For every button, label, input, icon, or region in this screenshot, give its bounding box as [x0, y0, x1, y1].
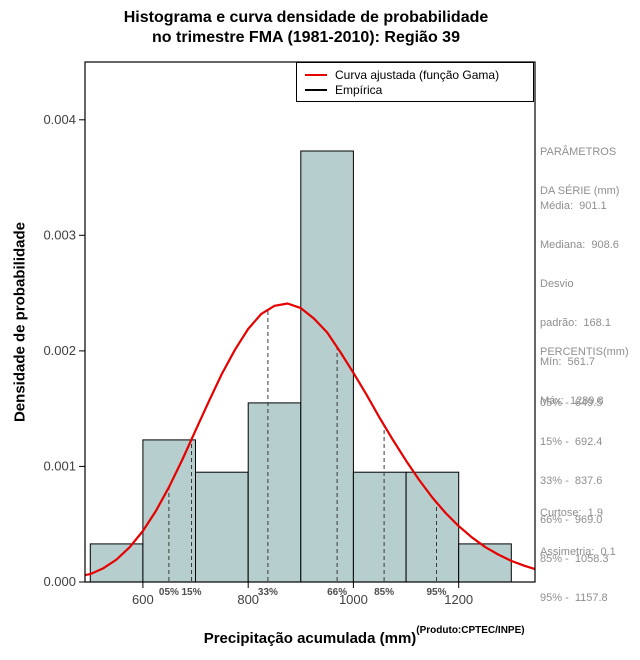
y-axis-label: Densidade de probabilidade — [11, 221, 29, 423]
percentile-label: 15% — [181, 587, 201, 598]
empirical-line-sample — [305, 88, 327, 91]
gamma-curve-line-sample — [305, 73, 327, 76]
y-tick-label: 0.004 — [43, 112, 76, 127]
params-title: PARÂMETROS DA SÉRIE (mm) — [540, 120, 638, 224]
percentis-list: 05% - 649.5 15% - 692.4 33% - 837.6 66% … — [540, 371, 638, 631]
params-title-line: PARÂMETROS — [540, 146, 617, 158]
stat-line-max: Máx: 1289.8 — [540, 395, 604, 407]
shape-stats: Curtose: 1.9 Assimetria: 0.1 — [540, 481, 638, 585]
y-tick-label: 0.002 — [43, 343, 76, 358]
legend-item-gamma: Curva ajustada (função Gama) — [305, 67, 531, 82]
x-axis-label: Precipitação acumulada (mm) (Produto:CPTE… — [85, 625, 535, 647]
gamma-curve — [84, 302, 536, 577]
percentil-line-05: 05% - 649.5 — [540, 397, 603, 409]
histogram-bar — [89, 543, 144, 583]
percentile-label: 85% — [374, 587, 394, 598]
percentis-title: PERCENTIS(mm) — [540, 346, 629, 358]
histogram-bar — [458, 543, 512, 583]
x-axis-label-text: Precipitação acumulada (mm) (Produto:CPTE… — [203, 625, 525, 647]
percentil-line-95: 95% - 1157.8 — [540, 592, 608, 604]
percentile-label: 66% — [327, 587, 347, 598]
y-tick-label: 0.001 — [43, 458, 76, 473]
percentile-label: 33% — [258, 587, 278, 598]
params-title-line: DA SÉRIE (mm) — [540, 185, 620, 197]
y-tick-label: 0.000 — [43, 574, 76, 589]
legend-label-gamma: Curva ajustada (função Gama) — [335, 67, 500, 82]
x-tick-label: 600 — [132, 592, 154, 607]
chart-title-line1: Histograma e curva densidade de probabil… — [123, 9, 489, 26]
x-tick-label: 1200 — [444, 592, 473, 607]
histogram-bar — [247, 402, 302, 583]
percentil-line-85: 85% - 1058.3 — [540, 553, 609, 565]
histogram-bar — [195, 471, 249, 583]
stat-line-curtose: Curtose: 1.9 — [540, 507, 603, 519]
percentil-line-15: 15% - 692.4 — [540, 436, 603, 448]
stat-line-media: Média: 901.1 — [540, 200, 607, 212]
percentile-label: 05% — [159, 587, 179, 598]
x-tick-label: 800 — [237, 592, 259, 607]
legend-label-empirical: Empírica — [335, 82, 383, 97]
histogram-bar — [352, 471, 407, 583]
chart-title: Histograma e curva densidade de probabil… — [0, 8, 612, 48]
histogram-bar — [405, 471, 460, 583]
product-credit: (Produto:CPTEC/INPE) — [416, 625, 525, 636]
stat-line-assimetria: Assimetria: 0.1 — [540, 546, 616, 558]
percentil-line-33: 33% - 837.6 — [540, 475, 603, 487]
percentile-label: 95% — [426, 587, 446, 598]
legend-item-empirical: Empírica — [305, 82, 531, 97]
stat-line-min: Mín: 561.7 — [540, 356, 596, 368]
chart-title-line2: no trimestre FMA (1981-2010): Região 39 — [152, 29, 460, 46]
x-tick-label: 1000 — [339, 592, 368, 607]
y-tick-label: 0.003 — [43, 227, 76, 242]
stat-line-desvio: Desvio — [540, 278, 574, 290]
stat-line-padrao: padrão: 168.1 — [540, 317, 611, 329]
stat-line-mediana: Mediana: 908.6 — [540, 239, 619, 251]
percentil-line-66: 66% - 969.0 — [540, 514, 603, 526]
legend: Curva ajustada (função Gama) Empírica — [296, 62, 534, 102]
histogram-bar — [300, 150, 354, 583]
series-stats: Média: 901.1 Mediana: 908.6 Desvio padrã… — [540, 174, 638, 434]
